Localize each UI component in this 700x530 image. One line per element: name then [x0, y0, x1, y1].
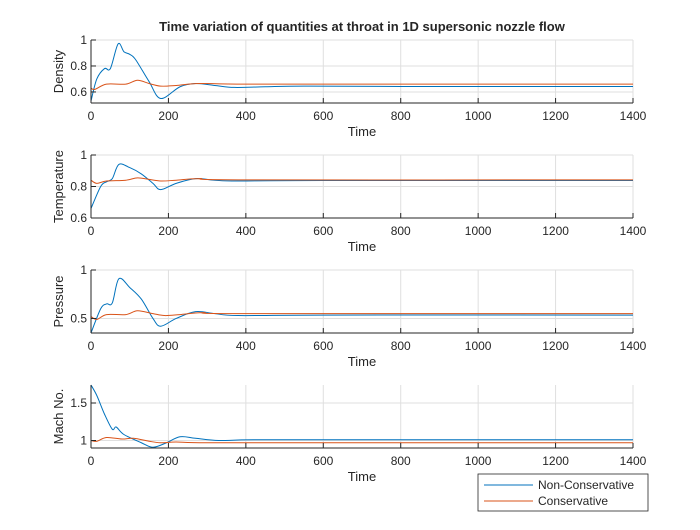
- x-tick-label: 800: [391, 454, 411, 468]
- x-tick-label: 200: [158, 454, 178, 468]
- legend-box: [477, 473, 649, 512]
- plot-area: [91, 40, 633, 103]
- series-line-conservative: [90, 436, 633, 444]
- x-tick-label: 1000: [465, 454, 492, 468]
- series-line-non-conservative: [90, 277, 634, 334]
- subplot-mach-no: 0 200 400 600 800 1000 1200 1400 1 1.5 Time Mach No…: [51, 384, 647, 484]
- x-tick-label: 200: [158, 339, 178, 353]
- y-tick-label: 0.8: [70, 59, 87, 73]
- subplot-density: 0 200 400 600 800 1000 1200 1400 0.6 0.8 1 Time Dens…: [51, 33, 647, 139]
- x-tick-label: 600: [313, 109, 333, 123]
- x-tick-label: 600: [313, 224, 333, 238]
- x-tick-label: 1000: [465, 224, 492, 238]
- x-tick-label: 0: [88, 109, 95, 123]
- x-tick-label: 1200: [542, 109, 569, 123]
- plot-area: [91, 385, 633, 448]
- x-tick-label: 1200: [542, 454, 569, 468]
- series-line-non-conservative: [90, 42, 634, 102]
- y-tick-label: 0.6: [70, 211, 87, 225]
- x-axis-label: Time: [348, 124, 376, 139]
- y-tick-label: 0.8: [70, 180, 87, 194]
- x-tick-label: 400: [236, 339, 256, 353]
- x-axis-label: Time: [348, 239, 376, 254]
- series-line-non-conservative: [90, 384, 633, 448]
- x-tick-label: 0: [88, 454, 95, 468]
- y-tick-label: 1: [80, 434, 87, 448]
- series-line-conservative: [90, 177, 634, 184]
- x-tick-label: 1200: [542, 224, 569, 238]
- x-tick-label: 1000: [465, 339, 492, 353]
- y-axis-label: Temperature: [51, 150, 66, 223]
- x-axis-label: Time: [348, 354, 376, 369]
- x-tick-label: 200: [158, 224, 178, 238]
- x-tick-label: 1000: [465, 109, 492, 123]
- series-line-conservative: [90, 79, 633, 90]
- y-axis-label: Pressure: [51, 275, 66, 327]
- subplot-temperature: 0 200 400 600 800 1000 1200 1400 0.6 0.8 1 Time Temp…: [51, 148, 647, 254]
- x-tick-label: 600: [313, 454, 333, 468]
- x-tick-label: 400: [236, 109, 256, 123]
- x-tick-label: 800: [391, 339, 411, 353]
- x-tick-label: 0: [88, 224, 95, 238]
- y-tick-label: 0.5: [70, 311, 87, 325]
- plot-area: [91, 270, 633, 333]
- y-tick-label: 1.5: [70, 396, 87, 410]
- x-tick-label: 1400: [620, 339, 647, 353]
- legend-label-conservative: Conservative: [538, 494, 608, 508]
- x-axis-label: Time: [348, 469, 376, 484]
- x-tick-label: 1200: [542, 339, 569, 353]
- y-tick-label: 1: [80, 148, 87, 162]
- y-axis-label: Density: [51, 49, 66, 93]
- y-axis-label: Mach No.: [51, 389, 66, 445]
- y-tick-label: 0.6: [70, 85, 87, 99]
- x-tick-label: 1400: [620, 224, 647, 238]
- x-tick-label: 1400: [620, 109, 647, 123]
- x-tick-label: 800: [391, 224, 411, 238]
- legend-label-non-conservative: Non-Conservative: [538, 478, 634, 492]
- y-tick-label: 1: [80, 263, 87, 277]
- subplot-pressure: 0 200 400 600 800 1000 1200 1400 0.5 1 Time Pressur…: [51, 263, 647, 369]
- x-tick-label: 800: [391, 109, 411, 123]
- x-tick-label: 400: [236, 224, 256, 238]
- y-tick-label: 1: [80, 33, 87, 47]
- x-tick-label: 400: [236, 454, 256, 468]
- x-tick-label: 200: [158, 109, 178, 123]
- chart-title: Time variation of quantities at throat i…: [159, 19, 566, 34]
- legend: Non-Conservative Conservative: [477, 473, 649, 512]
- x-tick-label: 1400: [620, 454, 647, 468]
- series-line-conservative: [90, 310, 634, 320]
- x-tick-label: 0: [88, 339, 95, 353]
- x-tick-label: 600: [313, 339, 333, 353]
